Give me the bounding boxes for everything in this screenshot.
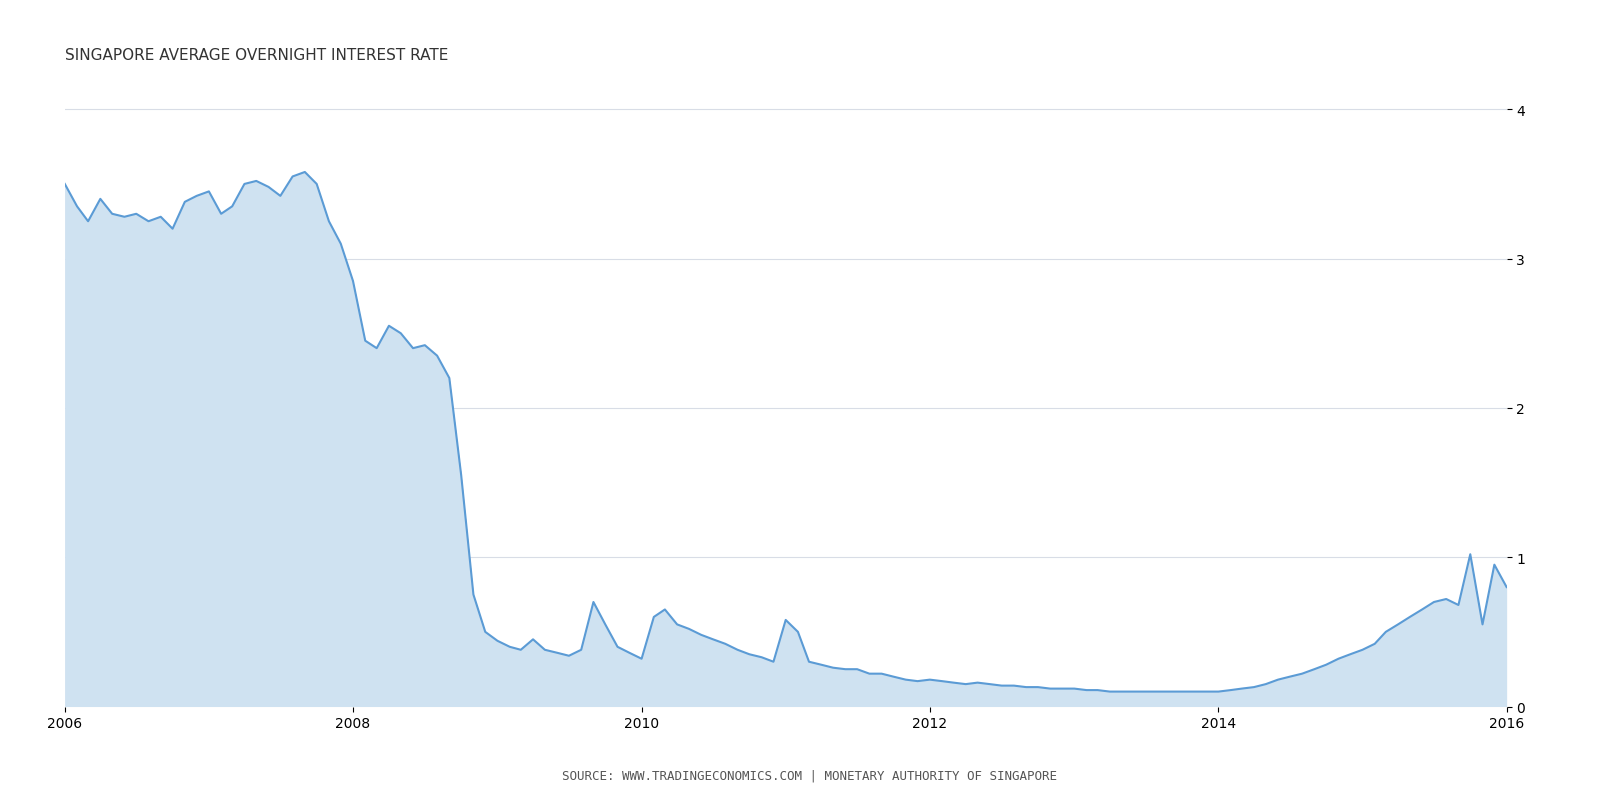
Text: SINGAPORE AVERAGE OVERNIGHT INTEREST RATE: SINGAPORE AVERAGE OVERNIGHT INTEREST RAT… [65, 47, 449, 63]
Text: SOURCE: WWW.TRADINGECONOMICS.COM | MONETARY AUTHORITY OF SINGAPORE: SOURCE: WWW.TRADINGECONOMICS.COM | MONET… [562, 769, 1058, 782]
